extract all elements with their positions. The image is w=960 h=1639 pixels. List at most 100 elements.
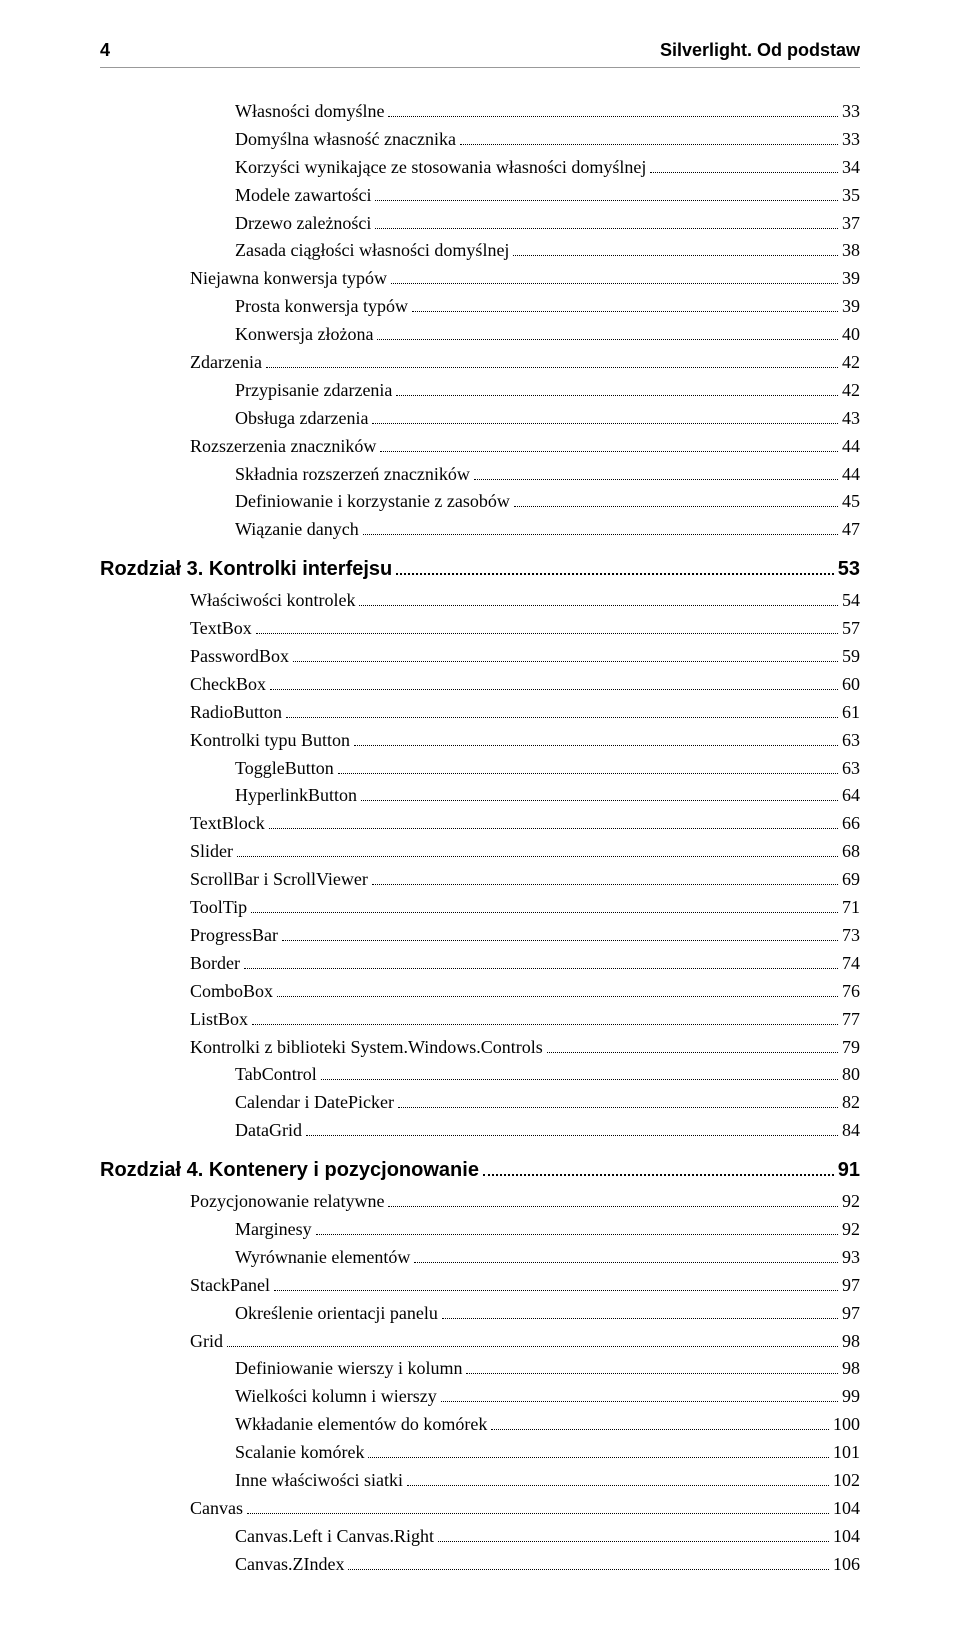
toc-page: 42 xyxy=(842,377,860,405)
toc-entry: Canvas.Left i Canvas.Right 104 xyxy=(100,1523,860,1551)
toc-entry: Właściwości kontrolek54 xyxy=(100,587,860,615)
toc-label: Calendar i DatePicker xyxy=(235,1089,394,1117)
toc-page: 71 xyxy=(842,894,860,922)
toc-leader xyxy=(396,381,838,396)
toc-leader xyxy=(438,1526,829,1541)
toc-label: Scalanie komórek xyxy=(235,1439,364,1467)
toc-leader xyxy=(293,647,838,662)
toc-label: Rozdział 3. Kontrolki interfejsu xyxy=(100,554,392,585)
toc-page: 104 xyxy=(833,1495,860,1523)
toc-entry: TabControl80 xyxy=(100,1061,860,1089)
toc-leader xyxy=(256,619,838,634)
toc-entry: Grid98 xyxy=(100,1328,860,1356)
toc-page: 82 xyxy=(842,1089,860,1117)
toc-label: ListBox xyxy=(190,1006,248,1034)
toc-entry: Calendar i DatePicker 82 xyxy=(100,1089,860,1117)
toc-chapter: Rozdział 3. Kontrolki interfejsu53 xyxy=(100,554,860,585)
toc-page: 80 xyxy=(842,1061,860,1089)
toc-leader xyxy=(348,1554,829,1569)
toc-label: Właściwości kontrolek xyxy=(190,587,355,615)
toc-leader xyxy=(388,1192,838,1207)
toc-page: 76 xyxy=(842,978,860,1006)
toc-label: Slider xyxy=(190,838,233,866)
toc-entry: RadioButton61 xyxy=(100,699,860,727)
toc-label: Zasada ciągłości własności domyślnej xyxy=(235,237,509,265)
toc-entry: Pozycjonowanie relatywne92 xyxy=(100,1188,860,1216)
toc-leader xyxy=(316,1220,838,1235)
toc-entry: Border 74 xyxy=(100,950,860,978)
toc-label: Canvas.Left i Canvas.Right xyxy=(235,1523,434,1551)
toc-entry: Wielkości kolumn i wierszy99 xyxy=(100,1383,860,1411)
toc-label: RadioButton xyxy=(190,699,282,727)
toc-leader xyxy=(491,1415,829,1430)
toc-entry: DataGrid84 xyxy=(100,1117,860,1145)
toc-entry: Własności domyślne33 xyxy=(100,98,860,126)
toc-leader xyxy=(321,1065,838,1080)
toc-entry: Domyślna własność znacznika33 xyxy=(100,126,860,154)
toc-leader xyxy=(407,1471,829,1486)
toc-entry: ToolTip71 xyxy=(100,894,860,922)
toc-leader xyxy=(368,1443,829,1458)
book-title: Silverlight. Od podstaw xyxy=(660,40,860,61)
toc-label: Niejawna konwersja typów xyxy=(190,265,387,293)
toc-entry: Zdarzenia42 xyxy=(100,349,860,377)
toc-entry: Definiowanie i korzystanie z zasobów45 xyxy=(100,488,860,516)
toc-entry: Wyrównanie elementów93 xyxy=(100,1244,860,1272)
toc-leader xyxy=(282,926,838,941)
toc-label: TextBlock xyxy=(190,810,265,838)
toc-page: 60 xyxy=(842,671,860,699)
toc-entry: CheckBox60 xyxy=(100,671,860,699)
toc-leader xyxy=(269,814,838,829)
toc-entry: PasswordBox59 xyxy=(100,643,860,671)
toc-leader xyxy=(237,842,838,857)
toc-entry: Przypisanie zdarzenia42 xyxy=(100,377,860,405)
toc-page: 42 xyxy=(842,349,860,377)
toc-page: 104 xyxy=(833,1523,860,1551)
toc-entry: Składnia rozszerzeń znaczników44 xyxy=(100,461,860,489)
toc-leader xyxy=(274,1275,838,1290)
toc-leader xyxy=(547,1037,838,1052)
toc-leader xyxy=(375,213,838,228)
toc-leader xyxy=(466,1359,838,1374)
toc-leader xyxy=(354,730,838,745)
toc-label: Domyślna własność znacznika xyxy=(235,126,456,154)
toc-label: Wiązanie danych xyxy=(235,516,359,544)
toc-page: 68 xyxy=(842,838,860,866)
toc-leader xyxy=(513,241,838,256)
toc-entry: Obsługa zdarzenia43 xyxy=(100,405,860,433)
toc-page: 99 xyxy=(842,1383,860,1411)
toc-label: Prosta konwersja typów xyxy=(235,293,408,321)
toc-leader xyxy=(363,520,838,535)
toc-leader xyxy=(277,981,838,996)
toc-entry: TextBlock66 xyxy=(100,810,860,838)
toc-label: Canvas xyxy=(190,1495,243,1523)
toc-entry: Marginesy92 xyxy=(100,1216,860,1244)
toc-label: Border xyxy=(190,950,240,978)
toc-leader xyxy=(372,870,838,885)
toc-page: 34 xyxy=(842,154,860,182)
toc-leader xyxy=(270,675,838,690)
toc-page: 92 xyxy=(842,1188,860,1216)
toc-label: ScrollBar i ScrollViewer xyxy=(190,866,368,894)
toc-page: 106 xyxy=(833,1551,860,1579)
toc-page: 100 xyxy=(833,1411,860,1439)
toc-label: Korzyści wynikające ze stosowania własno… xyxy=(235,154,646,182)
toc-leader xyxy=(286,702,838,717)
toc-leader xyxy=(380,436,838,451)
toc-entry: Kontrolki z biblioteki System.Windows.Co… xyxy=(100,1034,860,1062)
toc-label: TextBox xyxy=(190,615,252,643)
toc-leader xyxy=(388,102,838,117)
toc-label: Drzewo zależności xyxy=(235,210,371,238)
toc-label: DataGrid xyxy=(235,1117,302,1145)
toc-leader xyxy=(244,953,838,968)
toc-page: 79 xyxy=(842,1034,860,1062)
toc-chapter: Rozdział 4. Kontenery i pozycjonowanie91 xyxy=(100,1155,860,1186)
toc-page: 101 xyxy=(833,1439,860,1467)
toc-page: 74 xyxy=(842,950,860,978)
toc-leader xyxy=(306,1121,838,1136)
toc-leader xyxy=(460,130,838,145)
toc-entry: Prosta konwersja typów39 xyxy=(100,293,860,321)
toc-label: ComboBox xyxy=(190,978,273,1006)
toc-page: 59 xyxy=(842,643,860,671)
toc-page: 45 xyxy=(842,488,860,516)
